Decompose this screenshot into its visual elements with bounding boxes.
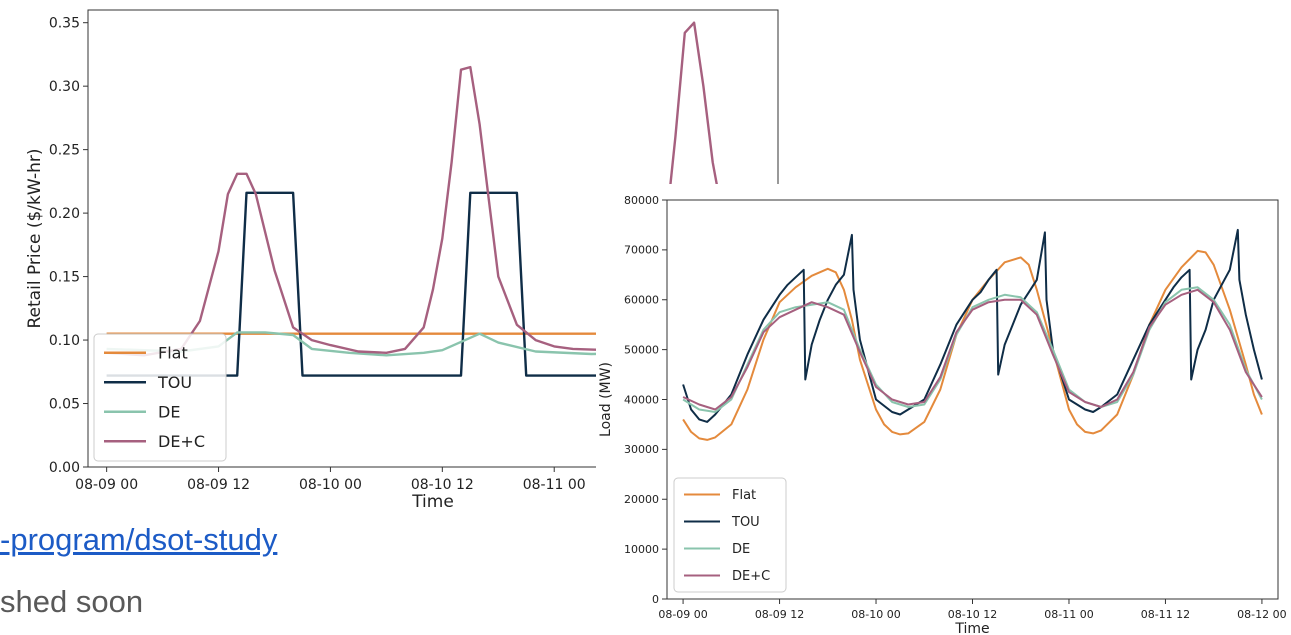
x-tick-label: 08-09 12 <box>755 608 804 621</box>
legend-box <box>93 333 227 462</box>
legend: Flat TOU DE DE+C <box>673 477 787 593</box>
legend-label: TOU <box>157 373 192 392</box>
load-chart: 0 10000 20000 30000 40000 50000 60000 70000 8000… <box>596 184 1291 635</box>
y-tick-label: 0.10 <box>49 333 80 349</box>
x-tick-label: 08-11 00 <box>1044 608 1093 621</box>
y-tick-label: 70000 <box>624 244 659 257</box>
x-axis-label: Time <box>954 621 989 635</box>
study-link[interactable]: -program/dsot-study <box>0 522 278 557</box>
x-tick-label: 08-11 12 <box>1141 608 1190 621</box>
legend-label: Flat <box>158 344 188 363</box>
y-tick-label: 0 <box>652 593 659 606</box>
series-line-de-c <box>106 21 778 357</box>
legend-label: TOU <box>731 515 760 530</box>
legend-label: DE+C <box>158 432 205 451</box>
y-tick-label: 0.35 <box>49 16 80 32</box>
y-tick-label: 10000 <box>624 543 659 556</box>
legend-label: DE <box>732 542 750 557</box>
x-tick-label: 08-10 12 <box>411 477 474 493</box>
y-tick-label: 60000 <box>624 294 659 307</box>
y-tick-label: 0.15 <box>49 269 80 285</box>
x-tick-label: 08-09 00 <box>658 608 707 621</box>
x-tick-label: 08-10 00 <box>851 608 900 621</box>
y-axis-label: Load (MW) <box>598 362 614 437</box>
y-tick-label: 20000 <box>624 493 659 506</box>
y-tick-label: 80000 <box>624 194 659 207</box>
y-tick-label: 0.30 <box>49 79 80 95</box>
y-tick-label: 0.05 <box>49 396 80 412</box>
x-tick-label: 08-09 12 <box>187 477 250 493</box>
y-axis-label: Retail Price ($/kW-hr) <box>25 149 45 329</box>
x-tick-label: 08-11 00 <box>523 477 586 493</box>
retail-price-chart: 0.00 0.05 0.10 0.15 0.20 0.25 0.30 0.35 08-09 00… <box>25 9 779 512</box>
x-tick-label: 08-10 12 <box>948 608 997 621</box>
series-line-tou <box>682 228 1263 423</box>
y-tick-label: 50000 <box>624 343 659 356</box>
y-tick-label: 0.00 <box>49 460 80 476</box>
publish-note: shed soon <box>0 584 144 619</box>
legend-box <box>673 477 787 593</box>
y-tick-label: 0.20 <box>49 206 80 222</box>
x-tick-label: 08-09 00 <box>75 477 138 493</box>
series-line-de <box>682 286 1263 413</box>
series-line-flat <box>682 249 1263 441</box>
x-axis-label: Time <box>411 492 454 512</box>
y-tick-label: 30000 <box>624 443 659 456</box>
legend-label: DE <box>158 403 180 422</box>
y-tick-label: 0.25 <box>49 143 80 159</box>
x-tick-label: 08-10 00 <box>299 477 362 493</box>
y-tick-label: 40000 <box>624 393 659 406</box>
legend-label: Flat <box>732 488 756 503</box>
x-tick-label: 08-12 00 <box>1237 608 1286 621</box>
legend: Flat TOU DE DE+C <box>93 333 227 462</box>
legend-label: DE+C <box>732 569 770 584</box>
series-line-de-c <box>682 288 1263 411</box>
